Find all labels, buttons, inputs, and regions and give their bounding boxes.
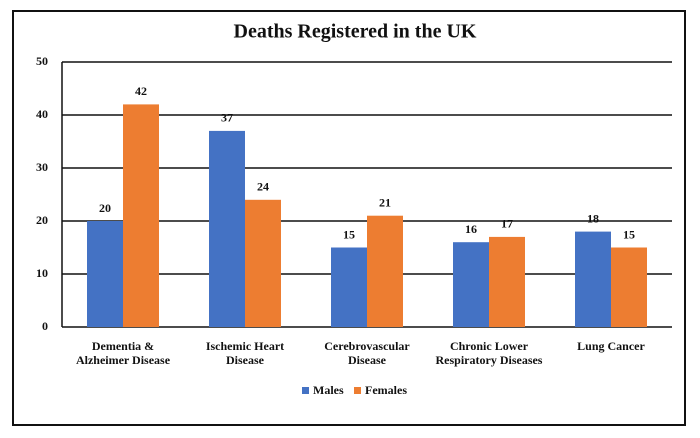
bar: [367, 215, 403, 327]
data-label: 24: [257, 180, 269, 194]
legend-swatch: [354, 387, 361, 394]
y-tick-label: 50: [36, 54, 48, 68]
bar: [123, 104, 159, 328]
y-tick-label: 20: [36, 213, 48, 227]
y-tick-label: 30: [36, 160, 48, 174]
data-label: 16: [465, 222, 477, 236]
legend-label: Females: [365, 383, 407, 397]
bar: [209, 130, 245, 327]
x-tick-label: Lung Cancer: [577, 339, 645, 353]
y-tick-label: 10: [36, 266, 48, 280]
data-label: 37: [221, 111, 233, 125]
data-label: 15: [623, 227, 635, 241]
x-tick-label: Chronic Lower Respiratory Diseases: [435, 339, 543, 367]
x-tick-label: Dementia & Alzheimer Disease: [75, 339, 171, 367]
bar: [453, 242, 489, 327]
bar: [245, 199, 281, 327]
bar: [489, 236, 525, 327]
data-label: 20: [99, 201, 111, 215]
x-tick-label: Cerebrovascular Disease: [324, 339, 410, 367]
legend-item: Males: [302, 383, 344, 398]
data-label: 15: [343, 227, 355, 241]
x-tick-label: Ischemic Heart Disease: [205, 339, 285, 367]
bar: [575, 231, 611, 327]
data-label: 18: [587, 211, 599, 225]
bar: [611, 247, 647, 327]
data-label: 21: [379, 195, 391, 209]
data-label: 17: [501, 217, 513, 231]
legend-swatch: [302, 387, 309, 394]
chart-frame: [12, 10, 686, 426]
bar: [331, 247, 367, 327]
bar: [87, 221, 123, 327]
y-tick-label: 0: [42, 319, 48, 333]
chart-title: Deaths Registered in the UK: [234, 21, 477, 43]
y-tick-label: 40: [36, 107, 48, 121]
legend-item: Females: [354, 383, 407, 398]
data-label: 42: [135, 84, 147, 98]
legend-label: Males: [313, 383, 344, 397]
